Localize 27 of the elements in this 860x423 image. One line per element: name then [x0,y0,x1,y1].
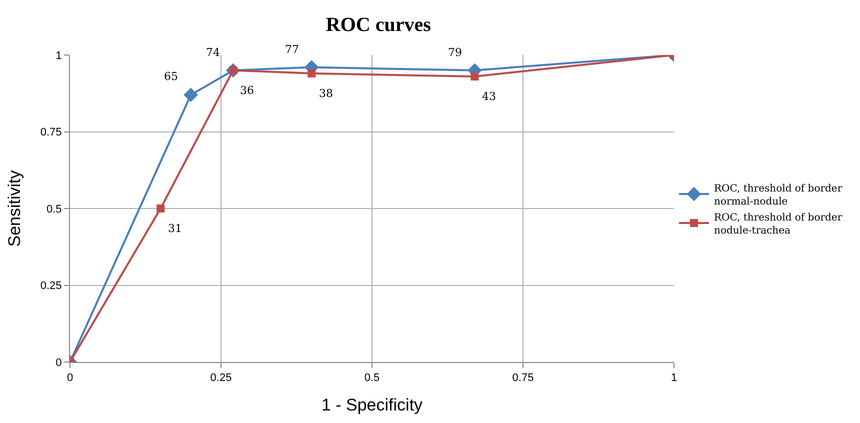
annotation: 36 [240,84,254,97]
y-tick-label: 1 [56,50,62,62]
annotation: 77 [285,43,299,56]
x-tick-label: 0.5 [364,372,380,384]
x-tick-label: 0 [66,372,74,384]
y-tick-label: 0.5 [46,203,62,216]
x-tick-label: 0.75 [512,372,534,384]
annotation: 74 [206,46,220,59]
x-tick-label: 0.25 [210,372,232,384]
annotation: 43 [482,90,496,103]
annotation: 38 [319,87,333,100]
y-tick-label: 0.25 [40,280,62,292]
x-tick-label: 1 [670,372,678,384]
y-tick-label: 0.75 [40,126,62,139]
point [184,88,198,102]
y-tick-label: 0 [56,356,62,369]
annotation: 31 [168,222,182,235]
x-axis-title: 1 - Specificity [321,396,424,415]
legend-label: ROC, threshold of border nodule-trachea [714,212,842,236]
legend-label: ROC, threshold of border normal-nodule [714,183,842,208]
point [156,204,165,212]
annotation: 65 [164,70,178,83]
point [470,72,479,80]
y-axis-title: Sensitivity [4,170,24,247]
point [308,69,316,78]
annotation: 79 [448,46,462,59]
chart-title: ROC curves [326,14,432,36]
